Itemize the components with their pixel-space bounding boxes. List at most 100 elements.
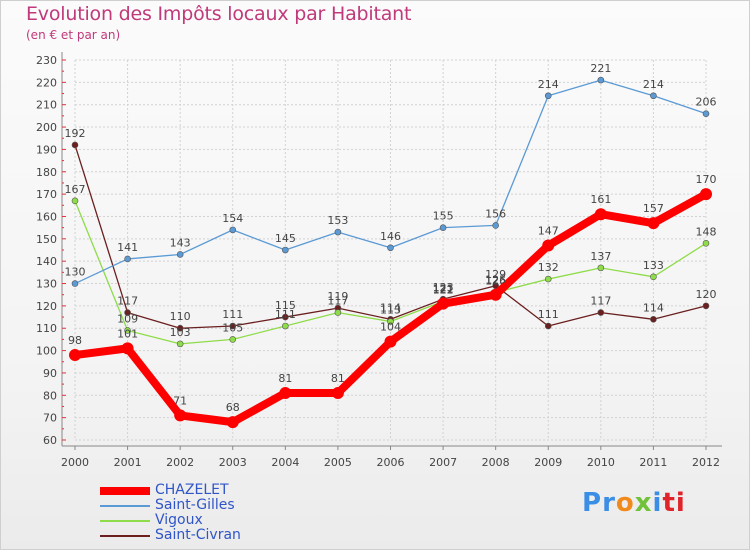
data-label-vigoux: 126 [485, 274, 506, 287]
data-point-saint-gilles [439, 224, 447, 231]
data-point-chazelet [226, 416, 239, 429]
data-label-chazelet: 161 [590, 193, 611, 206]
data-point-saint-civran [282, 313, 289, 321]
data-label-chazelet: 71 [173, 394, 187, 407]
data-point-chazelet [279, 387, 292, 400]
data-point-saint-civran [544, 322, 552, 330]
data-label-saint-civran: 117 [117, 295, 138, 308]
legend-label-vigoux: Vigoux [155, 512, 203, 528]
y-tick-label: 120 [36, 300, 57, 313]
data-point-vigoux [229, 336, 237, 343]
data-point-saint-gilles [229, 226, 237, 234]
legend-item-chazelet: CHAZELET [100, 482, 360, 498]
logo-letter: t [662, 488, 676, 518]
x-tick-label: 2011 [639, 456, 667, 469]
x-tick-label: 2003 [219, 456, 247, 469]
y-tick-label: 140 [36, 255, 57, 268]
x-tick-label: 2008 [482, 456, 510, 469]
logo-letter: r [602, 488, 616, 518]
data-label-saint-gilles: 153 [327, 214, 348, 227]
data-point-saint-civran [124, 309, 131, 316]
data-point-vigoux [387, 318, 394, 325]
data-label-saint-civran: 114 [380, 301, 401, 314]
data-point-chazelet [174, 409, 187, 422]
x-tick-label: 2006 [377, 456, 405, 469]
data-point-saint-gilles [334, 228, 342, 236]
data-label-chazelet: 157 [643, 202, 664, 215]
y-tick-label: 180 [36, 166, 57, 179]
data-label-vigoux: 133 [643, 259, 664, 272]
data-point-vigoux [702, 239, 710, 247]
data-point-chazelet [69, 349, 81, 362]
data-label-saint-gilles: 143 [170, 236, 191, 249]
data-label-saint-gilles: 221 [590, 62, 611, 75]
data-label-saint-civran: 111 [222, 308, 243, 321]
y-tick-label: 230 [36, 54, 57, 67]
legend-label-saint-gilles: Saint-Gilles [155, 497, 235, 513]
data-label-saint-gilles: 146 [380, 230, 401, 243]
y-tick-label: 170 [36, 188, 57, 201]
data-label-saint-civran: 192 [65, 127, 86, 140]
y-tick-label: 80 [43, 389, 57, 402]
legend-label-saint-civran: Saint-Civran [155, 527, 241, 543]
x-tick-label: 2012 [692, 456, 720, 469]
x-tick-label: 2007 [429, 456, 457, 469]
data-point-vigoux [124, 327, 131, 334]
data-point-saint-civran [702, 302, 710, 310]
chart-subtitle: (en € et par an) [26, 28, 121, 42]
data-label-chazelet: 81 [278, 372, 292, 385]
data-label-vigoux: 117 [327, 295, 348, 308]
data-point-chazelet [594, 208, 607, 221]
data-label-chazelet: 104 [380, 321, 401, 334]
data-point-saint-civran [229, 322, 237, 330]
x-tick-label: 2001 [114, 456, 142, 469]
data-point-saint-civran [71, 141, 79, 149]
data-label-saint-gilles: 155 [433, 210, 454, 223]
data-point-saint-gilles [597, 76, 605, 84]
data-label-saint-gilles: 156 [485, 207, 506, 220]
data-point-vigoux [650, 273, 657, 281]
x-tick-label: 2004 [271, 456, 299, 469]
y-tick-label: 160 [36, 210, 57, 223]
data-label-saint-gilles: 145 [275, 232, 296, 245]
data-label-vigoux: 148 [696, 225, 717, 238]
data-point-chazelet [647, 217, 660, 230]
data-label-vigoux: 103 [170, 326, 191, 339]
logo-letter: i [652, 488, 663, 518]
legend-label-chazelet: CHAZELET [155, 482, 229, 498]
data-label-vigoux: 105 [222, 321, 243, 334]
data-label-chazelet: 81 [331, 372, 345, 385]
data-label-vigoux: 109 [117, 312, 138, 325]
logo-letter: o [615, 488, 635, 518]
y-tick-label: 210 [36, 99, 57, 112]
y-tick-label: 110 [36, 322, 57, 335]
logo-letter: i [675, 488, 686, 518]
proxiti-logo: Proxiti [582, 488, 686, 518]
data-label-saint-civran: 117 [590, 295, 611, 308]
logo-letter: x [634, 488, 653, 518]
data-label-chazelet: 147 [538, 225, 559, 238]
data-point-chazelet [437, 297, 450, 310]
legend-swatch-saint-gilles [100, 504, 150, 507]
data-point-vigoux [597, 264, 605, 272]
data-point-saint-gilles [124, 255, 131, 263]
logo-letter: P [582, 488, 603, 518]
y-tick-label: 60 [43, 434, 57, 447]
x-tick-label: 2002 [166, 456, 194, 469]
data-label-vigoux: 132 [538, 261, 559, 274]
x-tick-label: 2009 [534, 456, 562, 469]
legend-item-saint-civran: Saint-Civran [100, 527, 360, 543]
data-label-saint-gilles: 130 [65, 266, 86, 279]
data-label-saint-civran: 114 [643, 301, 664, 314]
y-tick-label: 90 [43, 367, 57, 380]
data-point-vigoux [71, 197, 79, 205]
data-point-vigoux [334, 309, 342, 316]
data-point-saint-gilles [492, 222, 499, 229]
data-label-vigoux: 167 [65, 183, 86, 196]
data-point-vigoux [544, 275, 552, 283]
data-label-vigoux: 122 [433, 283, 454, 296]
data-label-vigoux: 113 [380, 304, 401, 317]
data-label-vigoux: 111 [275, 308, 296, 321]
y-tick-label: 200 [36, 121, 57, 134]
